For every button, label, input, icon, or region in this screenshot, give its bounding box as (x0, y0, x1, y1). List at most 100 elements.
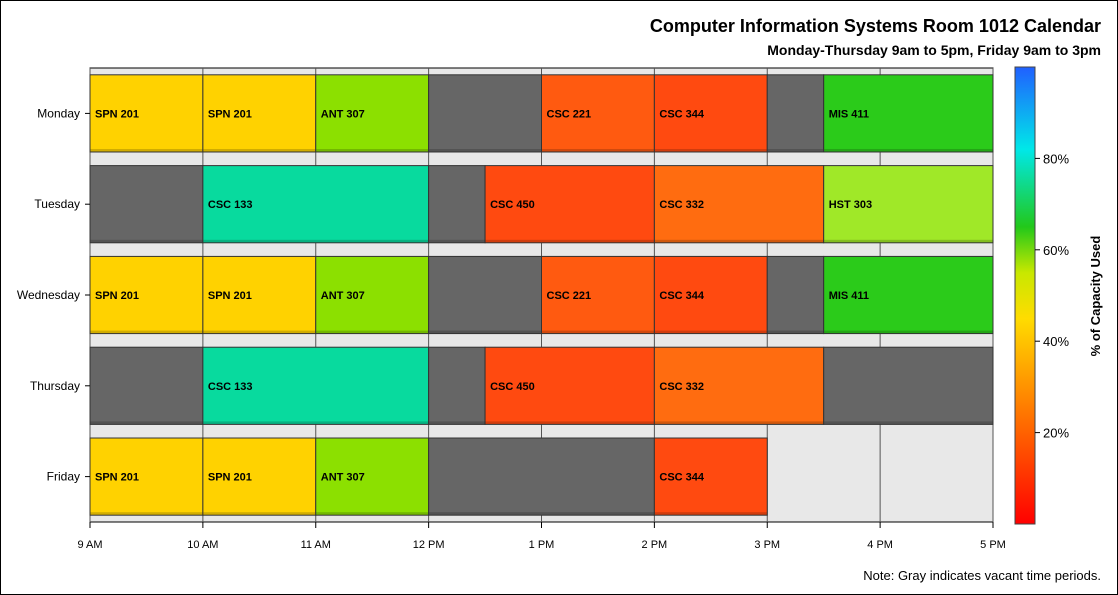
class-block (89, 255, 204, 335)
block-shadow (429, 239, 485, 243)
class-label: SPN 201 (95, 290, 139, 302)
class-label: SPN 201 (95, 472, 139, 484)
chart-subtitle: Monday-Thursday 9am to 5pm, Friday 9am t… (767, 42, 1101, 58)
class-label: SPN 201 (95, 108, 139, 120)
vacant-block (428, 74, 542, 153)
class-label: CSC 344 (659, 290, 705, 302)
class-label: MIS 411 (829, 290, 869, 302)
x-tick-label: 12 PM (413, 539, 445, 551)
day-row-friday: SPN 201 SPN 201 ANT 307 CSC 344 Friday (47, 437, 768, 516)
block-shadow (90, 330, 203, 334)
block-shadow (90, 421, 203, 424)
class-block (202, 165, 430, 244)
block-shadow (203, 148, 316, 152)
class-block (541, 255, 655, 335)
day-row-monday: SPN 201 SPN 201 ANT 307 CSC 221 CSC 344 MIS 4… (37, 74, 994, 153)
x-axis: 9 AM 10 AM 11 AM 12 PM 1 PM 2 PM 3 PM 4 PM 5 PM (77, 522, 1006, 551)
block-shadow (824, 239, 993, 243)
block-shadow (824, 330, 993, 334)
vacant-block (89, 346, 204, 425)
block-shadow (654, 239, 824, 243)
block-shadow (203, 421, 429, 424)
colorbar: 20% 40% 60% 80% (1014, 66, 1069, 525)
colorbar-tick-label: 80% (1043, 151, 1069, 166)
class-label: CSC 221 (547, 290, 592, 302)
block-shadow (203, 239, 429, 243)
x-tick-label: 10 AM (187, 539, 218, 551)
class-label: ANT 307 (321, 290, 365, 302)
class-block (202, 74, 317, 153)
block-shadow (654, 330, 767, 334)
class-block (653, 255, 768, 335)
x-tick-label: 3 PM (754, 539, 780, 551)
vacancy-note: Note: Gray indicates vacant time periods… (863, 568, 1101, 583)
vacant-block (428, 255, 542, 335)
block-shadow (90, 148, 203, 152)
plot-area: SPN 201 SPN 201 ANT 307 CSC 221 CSC 344 MIS 4… (17, 67, 994, 523)
x-tick-label: 4 PM (867, 539, 893, 551)
class-block (823, 255, 994, 335)
colorbar-scale (1014, 66, 1036, 525)
class-label: CSC 450 (490, 199, 535, 211)
class-block (202, 255, 317, 335)
x-tick-label: 2 PM (642, 539, 668, 551)
block-shadow (203, 330, 316, 334)
class-label: CSC 344 (659, 108, 705, 120)
block-shadow (542, 148, 654, 152)
vacant-block (428, 437, 655, 516)
block-shadow (316, 148, 429, 152)
class-block (315, 74, 430, 153)
class-block (653, 437, 768, 516)
class-label: CSC 332 (659, 381, 704, 393)
block-shadow (824, 148, 993, 152)
x-tick-label: 9 AM (77, 539, 102, 551)
chart-title: Computer Information Systems Room 1012 C… (650, 16, 1101, 36)
block-shadow (485, 239, 654, 243)
class-label: CSC 450 (490, 381, 535, 393)
class-block (823, 74, 994, 153)
block-shadow (429, 421, 485, 424)
colorbar-tick-label: 60% (1043, 243, 1069, 258)
class-label: CSC 332 (659, 199, 704, 211)
block-shadow (654, 148, 767, 152)
class-label: ANT 307 (321, 472, 365, 484)
block-shadow (316, 512, 429, 515)
class-label: SPN 201 (208, 472, 252, 484)
day-label: Wednesday (17, 288, 80, 302)
block-shadow (542, 330, 654, 334)
block-shadow (767, 148, 824, 152)
block-shadow (654, 421, 824, 424)
block-shadow (654, 512, 767, 515)
class-block (89, 74, 204, 153)
day-row-tuesday: CSC 133 CSC 450 CSC 332 HST 303 Tuesday (34, 165, 994, 244)
day-row-wednesday: SPN 201 SPN 201 ANT 307 CSC 221 CSC 344 MIS 4… (17, 255, 994, 335)
block-shadow (429, 148, 541, 152)
block-shadow (824, 421, 993, 424)
vacant-block (428, 165, 486, 244)
x-tick-label: 11 AM (301, 539, 331, 551)
vacant-block (766, 255, 825, 335)
class-label: CSC 133 (208, 381, 253, 393)
block-shadow (767, 330, 824, 334)
block-shadow (429, 512, 654, 515)
class-block (541, 74, 655, 153)
class-block (484, 346, 655, 425)
class-block (823, 165, 994, 244)
class-label: SPN 201 (208, 290, 252, 302)
class-label: HST 303 (829, 199, 872, 211)
block-shadow (316, 330, 429, 334)
x-tick-label: 5 PM (980, 539, 1006, 551)
class-block (89, 437, 204, 516)
class-block (202, 346, 430, 425)
vacant-block (428, 346, 486, 425)
block-shadow (203, 512, 316, 515)
day-label: Friday (47, 470, 80, 484)
vacant-block (89, 165, 204, 244)
colorbar-tick-label: 20% (1043, 426, 1069, 441)
class-block (315, 437, 430, 516)
class-label: MIS 411 (829, 108, 869, 120)
vacant-block (766, 74, 825, 153)
block-shadow (429, 330, 541, 334)
class-label: CSC 133 (208, 199, 253, 211)
